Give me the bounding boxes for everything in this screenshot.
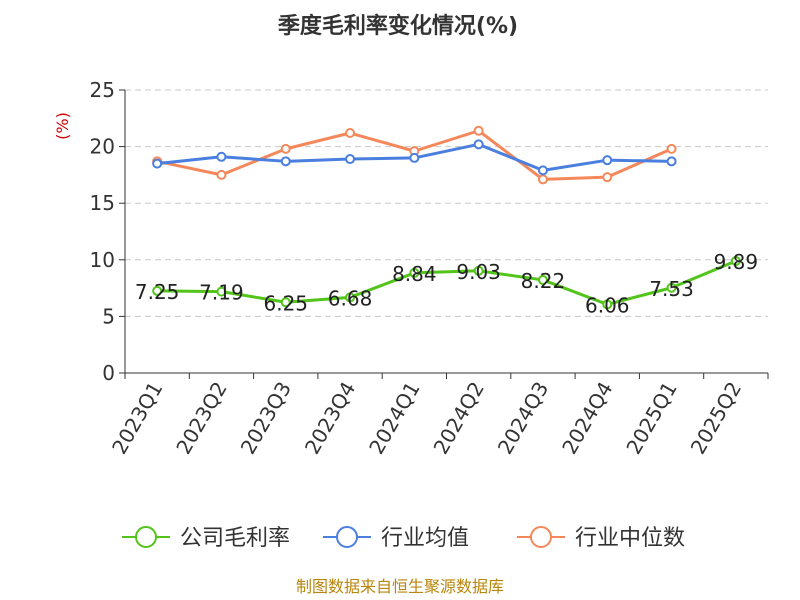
legend-marker-2 <box>530 526 552 548</box>
legend-marker-0 <box>135 526 157 548</box>
x-tick-label-2025Q2: 2025Q2 <box>686 378 746 459</box>
axes <box>119 89 769 379</box>
x-tick-label-2023Q2: 2023Q2 <box>171 378 231 459</box>
point-s0-9 <box>730 256 741 267</box>
y-tick-label-25: 25 <box>90 78 115 102</box>
point-s1-2 <box>280 156 291 167</box>
point-s0-4 <box>409 267 420 278</box>
point-s0-5 <box>473 265 484 276</box>
point-s1-7 <box>602 155 613 166</box>
series-line-0 <box>157 259 737 306</box>
x-tick-label-2024Q4: 2024Q4 <box>557 378 617 459</box>
point-s2-3 <box>345 128 356 139</box>
y-axis-label: (%) <box>53 112 72 140</box>
point-s0-8 <box>666 282 677 293</box>
x-tick-label-2023Q4: 2023Q4 <box>300 378 360 459</box>
legend-label-1: 行业均值 <box>381 526 469 551</box>
point-s1-0 <box>152 158 163 169</box>
y-tick-label-15: 15 <box>90 191 115 215</box>
legend-marker-1 <box>336 526 358 548</box>
point-s1-6 <box>537 165 548 176</box>
data-label-5: 9.03 <box>456 260 501 284</box>
data-label-3: 6.68 <box>328 286 373 310</box>
data-label-6: 8.22 <box>521 269 566 293</box>
gridlines <box>125 89 768 317</box>
legend-label-0: 公司毛利率 <box>180 526 290 551</box>
data-label-4: 8.84 <box>392 262 437 286</box>
x-tick-label-2024Q2: 2024Q2 <box>429 378 489 459</box>
data-label-1: 7.19 <box>199 281 244 305</box>
y-tick-label-10: 10 <box>90 248 115 272</box>
y-tick-label-0: 0 <box>102 361 115 385</box>
point-s1-4 <box>409 152 420 163</box>
data-labels: 7.25 7.19 6.25 6.68 8.84 9.03 8.22 6.06 7.53 9.89 <box>135 250 758 317</box>
point-s0-3 <box>345 292 356 303</box>
data-label-9: 9.89 <box>714 250 759 274</box>
x-tick-label-2023Q3: 2023Q3 <box>236 378 296 459</box>
point-s2-8 <box>666 143 677 154</box>
point-s2-1 <box>216 169 227 180</box>
point-s2-2 <box>280 143 291 154</box>
data-label-8: 7.53 <box>649 277 694 301</box>
y-tick-label-20: 20 <box>90 135 115 159</box>
source-note: 制图数据来自恒生聚源数据库 <box>296 577 504 596</box>
y-tick-label-5: 5 <box>102 304 115 328</box>
legend-label-2: 行业中位数 <box>575 526 685 551</box>
legend-item-2[interactable]: 行业中位数 <box>517 526 685 551</box>
chart-title: 季度毛利率变化情况(%) <box>278 13 518 39</box>
point-s0-1 <box>216 286 227 297</box>
point-s1-1 <box>216 151 227 162</box>
series-group <box>152 125 741 310</box>
point-s1-8 <box>666 156 677 167</box>
point-s0-0 <box>152 285 163 296</box>
legend-item-0[interactable]: 公司毛利率 <box>122 526 290 551</box>
data-label-0: 7.25 <box>135 280 180 304</box>
data-label-7: 6.06 <box>585 293 630 317</box>
x-tick-label-2024Q3: 2024Q3 <box>493 378 553 459</box>
legend[interactable]: 公司毛利率 行业均值 行业中位数 <box>122 526 685 551</box>
point-s1-5 <box>473 139 484 150</box>
x-tick-label-2025Q1: 2025Q1 <box>621 378 681 459</box>
point-s0-2 <box>280 297 291 308</box>
x-tick-label-2023Q1: 2023Q1 <box>107 378 167 459</box>
point-s0-7 <box>602 299 613 310</box>
point-s1-3 <box>345 154 356 165</box>
legend-item-1[interactable]: 行业均值 <box>323 526 469 551</box>
point-s2-5 <box>473 125 484 136</box>
x-tick-labels: 2023Q1 2023Q2 2023Q3 2023Q4 2024Q1 2024Q2 2024… <box>107 378 746 459</box>
point-s0-6 <box>537 274 548 285</box>
y-tick-labels: 0 5 10 15 20 25 <box>90 78 115 385</box>
point-s2-7 <box>602 172 613 183</box>
data-label-2: 6.25 <box>263 291 308 315</box>
x-tick-label-2024Q1: 2024Q1 <box>364 378 424 459</box>
point-s2-6 <box>537 174 548 185</box>
